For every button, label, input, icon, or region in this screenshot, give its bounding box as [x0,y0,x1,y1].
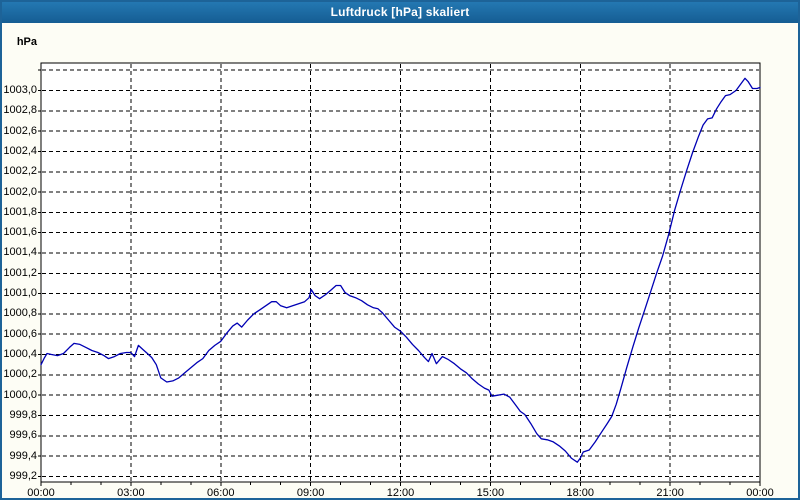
chart-area: hPa 1003,0 1002,8 1002,6 1002,4 1002,2 1002,0… [2,23,798,498]
y-axis-tick-label: 1001,0 [3,287,37,300]
y-axis-tick-label: 1002,2 [3,165,37,178]
chart-title: Luftdruck [hPa] skaliert [330,5,470,19]
y-axis-tick-label: 1002,0 [3,185,37,198]
y-axis-tick-label: 999,4 [9,449,37,462]
x-axis-time-label: 00:00 [27,487,55,499]
y-axis-tick-label: 1003,0 [3,84,37,96]
y-axis-tick-label: 1000,6 [3,327,37,340]
y-axis-tick-label: 1001,8 [3,205,37,218]
y-axis-tick-label: 999,6 [9,429,37,442]
title-bar: Luftdruck [hPa] skaliert [2,2,798,23]
pressure-chart-canvas [38,62,761,486]
x-axis-time-label: 06:00 [206,487,235,499]
x-axis-time-label: 09:00 [296,487,325,499]
pressure-line [40,77,761,463]
y-axis-tick-label: 1000,8 [3,307,37,320]
y-axis-tick-label: 1001,2 [3,266,37,279]
y-axis-unit-label: hPa [16,36,37,48]
y-axis-tick-label: 1001,6 [3,226,37,239]
x-axis-time-label: 00:00 [746,487,774,499]
y-axis-tick-label: 1001,4 [3,246,37,259]
x-axis-time-label: 12:00 [386,487,415,499]
x-axis-time-label: 03:00 [117,487,145,499]
y-axis-tick-label: 1002,8 [3,104,37,117]
x-axis-time-label: 18:00 [566,487,595,499]
x-axis-time-label: 15:00 [476,487,505,499]
y-axis-tick-label: 1002,6 [3,124,37,137]
y-axis-tick-label: 1000,2 [3,368,37,381]
y-axis-tick-label: 1002,4 [3,144,37,157]
plot-border [40,62,761,483]
y-axis-tick-label: 1000,0 [3,388,37,401]
x-axis-time-label: 21:00 [656,487,684,499]
y-axis-tick-label: 999,2 [9,469,37,482]
y-axis-tick-label: 999,8 [9,408,37,421]
y-axis-tick-label: 1000,4 [3,348,37,361]
